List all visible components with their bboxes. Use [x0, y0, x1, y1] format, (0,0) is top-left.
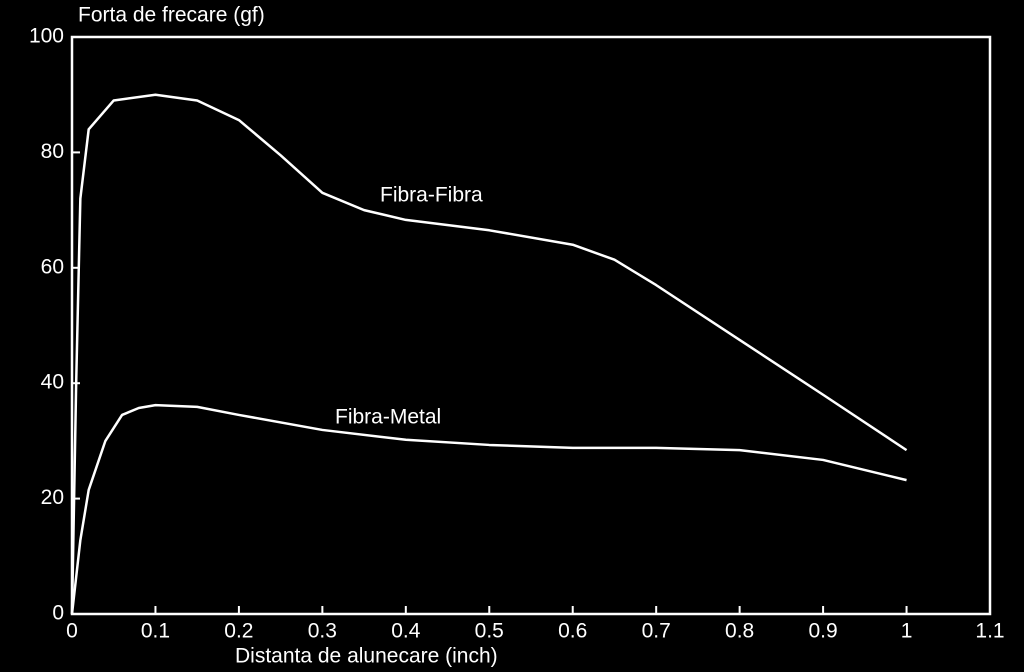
x-tick-label: 0.6 [558, 620, 587, 643]
series-label: Fibra-Fibra [380, 184, 483, 207]
series-line [70, 93, 908, 615]
y-axis-title: Forta de frecare (gf) [78, 4, 265, 27]
plot-frame [70, 35, 992, 616]
x-axis-title: Distanta de alunecare (inch) [235, 645, 498, 668]
y-tick-label: 100 [29, 25, 64, 48]
x-tick-label: 0.3 [308, 620, 337, 643]
x-tick-label: 0.9 [808, 620, 837, 643]
x-tick-label: 0.8 [725, 620, 754, 643]
x-tick-label: 0 [66, 620, 78, 643]
y-tick-label: 60 [41, 255, 64, 278]
x-tick-label: 0.4 [391, 620, 421, 643]
x-tick-label: 1 [901, 620, 913, 643]
y-tick-label: 20 [41, 486, 64, 509]
y-tick-label: 80 [41, 140, 64, 163]
series-line [70, 403, 907, 615]
x-tick-label: 1.1 [975, 620, 1004, 643]
y-tick-label: 40 [41, 371, 64, 394]
x-tick-label: 0.1 [141, 620, 170, 643]
y-tick-label: 0 [52, 602, 64, 625]
x-tick-label: 0.7 [642, 620, 671, 643]
x-tick-label: 0.5 [475, 620, 504, 643]
x-tick-label: 0.2 [224, 620, 253, 643]
series-label: Fibra-Metal [335, 406, 441, 429]
